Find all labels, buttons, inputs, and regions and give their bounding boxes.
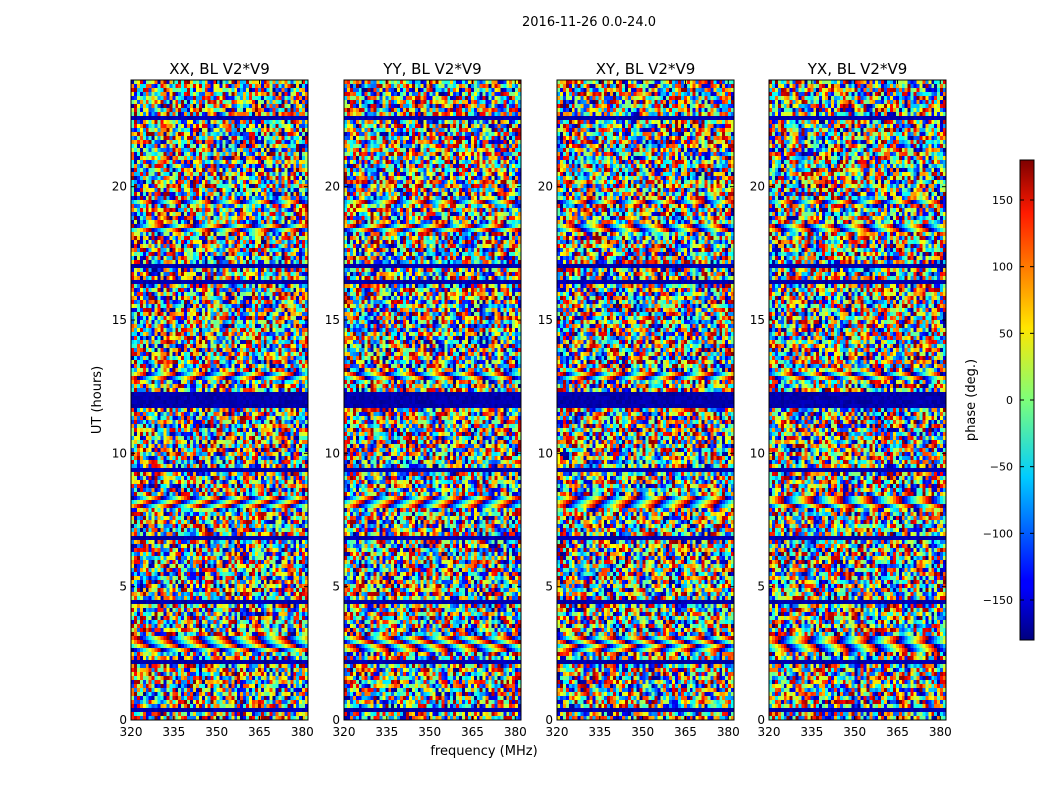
x-tick-label: 365: [461, 725, 484, 739]
panel-xy: XY, BL V2*V9 320 335 350 365 380 0 5 10 15 20: [538, 60, 740, 739]
colorbar: −150 −100 −50 0 50 100 150 phase (deg.): [964, 159, 1035, 641]
x-tick-label: 320: [758, 725, 781, 739]
x-tick-label: 320: [120, 725, 143, 739]
colorbar-tick-label: −100: [983, 527, 1013, 540]
y-tick-label: 15: [325, 313, 340, 327]
colorbar-tick-label: −150: [983, 594, 1013, 607]
y-tick-label: 10: [538, 446, 553, 460]
colorbar-tick-label: 100: [992, 261, 1013, 274]
x-tick-label: 320: [333, 725, 356, 739]
panel-title: XY, BL V2*V9: [596, 60, 696, 78]
colorbar-label: phase (deg.): [964, 359, 979, 441]
y-tick-label: 20: [538, 180, 553, 194]
x-tick-label: 335: [800, 725, 823, 739]
x-tick-label: 350: [843, 725, 866, 739]
y-tick-label: 15: [112, 313, 127, 327]
x-tick-label: 380: [929, 725, 952, 739]
panel-xx: XX, BL V2*V9 320 335 350 365 380 0 5 10 15 20: [112, 60, 314, 739]
colorbar-ticks: −150 −100 −50 0 50 100 150: [983, 194, 1034, 607]
x-tick-label: 365: [886, 725, 909, 739]
x-tick-label: 335: [162, 725, 185, 739]
colorbar-tick-label: −50: [990, 461, 1013, 474]
figure-suptitle: 2016-11-26 0.0-24.0: [522, 15, 656, 30]
y-tick-label: 10: [325, 446, 340, 460]
y-tick-label: 0: [119, 713, 127, 727]
colorbar-tick-label: 0: [1006, 394, 1013, 407]
x-tick-label: 365: [674, 725, 697, 739]
y-tick-label: 0: [757, 713, 765, 727]
x-tick-label: 380: [717, 725, 740, 739]
panel-frame: [768, 79, 947, 721]
x-tick-label: 335: [588, 725, 611, 739]
y-tick-label: 15: [538, 313, 553, 327]
phase-heatmap: [769, 80, 946, 720]
panel-yx: YX, BL V2*V9 320 335 350 365 380 0 5 10 15 20: [750, 60, 952, 739]
panel-title: YX, BL V2*V9: [807, 60, 908, 78]
y-tick-label: 5: [545, 580, 553, 594]
x-tick-label: 320: [546, 725, 569, 739]
y-axis-label: UT (hours): [90, 366, 105, 434]
y-tick-label: 0: [545, 713, 553, 727]
colorbar-tick-label: 150: [992, 194, 1013, 207]
y-tick-label: 10: [112, 446, 127, 460]
y-tick-label: 20: [112, 180, 127, 194]
phase-heatmap: [131, 80, 308, 720]
y-tick-label: 0: [332, 713, 340, 727]
x-tick-label: 350: [418, 725, 441, 739]
x-tick-label: 365: [248, 725, 271, 739]
y-tick-label: 20: [325, 180, 340, 194]
panel-frame: [556, 79, 735, 721]
phase-heatmap: [344, 80, 521, 720]
panel-frame: [130, 79, 309, 721]
panel-title: YY, BL V2*V9: [382, 60, 481, 78]
x-tick-label: 380: [504, 725, 527, 739]
y-tick-label: 5: [119, 580, 127, 594]
y-tick-label: 10: [750, 446, 765, 460]
x-tick-label: 350: [205, 725, 228, 739]
y-tick-label: 15: [750, 313, 765, 327]
panel-frame: [343, 79, 522, 721]
panel-yy: YY, BL V2*V9 320 335 350 365 380 0 5 10 15 20: [325, 60, 527, 739]
y-tick-label: 5: [332, 580, 340, 594]
y-tick-label: 5: [757, 580, 765, 594]
x-tick-label: 380: [291, 725, 314, 739]
colorbar-tick-label: 50: [999, 327, 1013, 340]
x-axis-label: frequency (MHz): [430, 744, 537, 759]
x-tick-label: 350: [631, 725, 654, 739]
phase-heatmap: [557, 80, 734, 720]
panel-title: XX, BL V2*V9: [169, 60, 270, 78]
y-tick-label: 20: [750, 180, 765, 194]
x-tick-label: 335: [375, 725, 398, 739]
